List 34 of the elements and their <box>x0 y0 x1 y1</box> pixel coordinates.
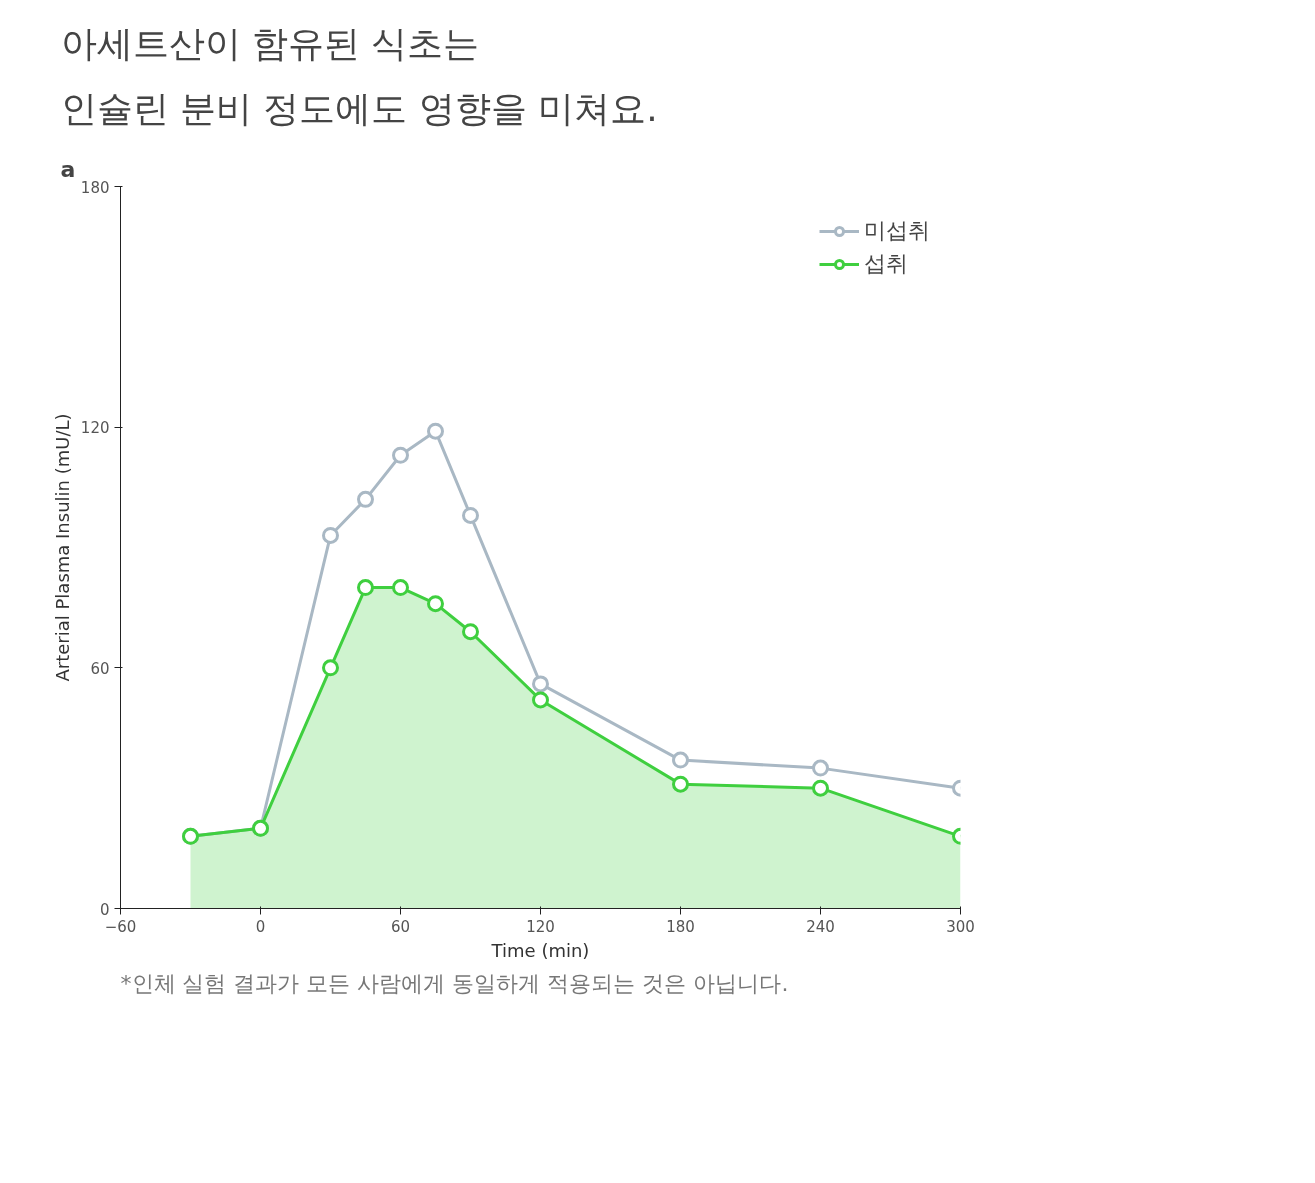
point <box>427 595 444 613</box>
point <box>357 490 374 508</box>
point <box>672 775 689 793</box>
point <box>392 579 409 597</box>
text: *인체 실험 결과가 모든 사람에게 동일하게 적용되는 것은 아닙니다. <box>120 970 789 996</box>
y-tick-label: 120 <box>80 419 110 438</box>
legend-label: 미섭취 <box>864 217 930 245</box>
point <box>812 779 829 797</box>
x-tick-label: 120 <box>526 917 555 936</box>
point <box>532 691 549 709</box>
x-tick-label: −60 <box>104 917 137 936</box>
y-tick-label: 60 <box>90 659 110 678</box>
point <box>462 506 479 524</box>
y-tick-label: 0 <box>99 900 110 919</box>
x-tick-label: 180 <box>666 917 695 936</box>
point <box>812 759 829 777</box>
point <box>322 659 339 677</box>
point <box>357 579 374 597</box>
point <box>427 422 444 440</box>
point <box>322 526 339 544</box>
legend-label: 섭취 <box>864 250 908 278</box>
x-tick-label: 0 <box>255 917 266 936</box>
y-axis-title: Arterial Plasma Insulin (mU/L) <box>51 413 73 682</box>
y-tick-label: 180 <box>80 178 110 197</box>
point <box>532 675 549 693</box>
point <box>392 446 409 464</box>
x-tick-label: 300 <box>946 917 975 936</box>
point <box>672 751 689 769</box>
text: a <box>60 156 76 182</box>
point <box>462 623 479 641</box>
x-tick-label: 60 <box>390 917 411 936</box>
x-tick-label: 240 <box>806 917 835 936</box>
x-axis-title: Time (min) <box>490 939 590 961</box>
chart-title: 아세트산이 함유된 식초는 인슐린 분비 정도에도 영향을 미쳐요. <box>60 22 658 130</box>
